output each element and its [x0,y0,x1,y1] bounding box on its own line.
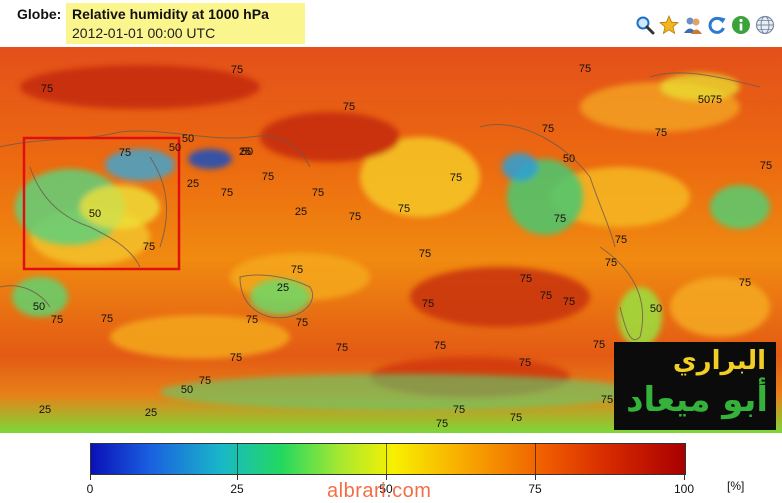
contour-label: 25 [294,206,308,218]
contour-label: 75 [198,375,212,387]
contour-label: 50 [649,303,663,315]
contour-label: 75 [290,264,304,276]
contour-label: 75 [40,83,54,95]
contour-label: 50 [240,146,254,158]
contour-label: 75 [539,290,553,302]
colorbar-gridline [237,443,238,474]
contour-label: 75 [562,296,576,308]
contour-label: 75 [335,342,349,354]
star-icon[interactable] [658,14,680,36]
contour-label: 25 [144,407,158,419]
contour-label: 75 [418,248,432,260]
colorbar-tick-label: 100 [673,482,695,496]
contour-label: 25 [38,404,52,416]
contour-label: 50 [180,384,194,396]
colorbar-tick [535,474,536,480]
contour-label: 75 [118,147,132,159]
contour-label: 75 [348,211,362,223]
contour-label: 75 [614,234,628,246]
colorbar-tick [90,474,91,480]
refresh-icon[interactable] [706,14,728,36]
contour-label: 75 [509,412,523,424]
colorbar-tick [386,474,387,480]
colorbar-gridline [535,443,536,474]
contour-label: 50 [168,142,182,154]
contour-label: 75 [342,101,356,113]
contour-label: 75 [230,64,244,76]
colorbar [90,443,686,475]
contour-label: 75 [578,63,592,75]
contour-label: 25 [186,178,200,190]
contour-label: 75 [709,94,723,106]
map-title: Relative humidity at 1000 hPa [72,6,269,22]
contour-label: 75 [142,241,156,253]
contour-label: 50 [32,301,46,313]
map-timestamp: 2012-01-01 00:00 UTC [72,25,216,41]
contour-label: 75 [261,171,275,183]
contour-label: 75 [245,314,259,326]
contour-label: 75 [433,340,447,352]
contour-label: 75 [397,203,411,215]
highlight-box [22,136,181,271]
colorbar-tick-label: 75 [528,482,542,496]
colorbar-tick [684,474,685,480]
contour-label: 75 [452,404,466,416]
contour-label: 75 [421,298,435,310]
watermark-line2: أبو ميعاد [626,380,768,420]
contour-label: 75 [311,187,325,199]
contour-label: 75 [654,127,668,139]
toolbar [634,14,776,36]
contour-label: 75 [553,213,567,225]
contour-label: 75 [220,187,234,199]
colorbar-tick-label: 25 [230,482,244,496]
users-icon[interactable] [682,14,704,36]
contour-label: 75 [295,317,309,329]
contour-label: 75 [518,357,532,369]
site-watermark: albrari.com [327,480,432,502]
moist-regions [12,73,770,410]
colorbar-tick [237,474,238,480]
contour-label: 75 [519,273,533,285]
contour-label: 75 [592,339,606,351]
contour-label: 75 [50,314,64,326]
search-icon[interactable] [634,14,656,36]
coastlines [0,72,761,340]
contour-label: 25 [276,282,290,294]
watermark-line1: البراري [672,346,766,376]
contour-label: 50 [697,94,711,106]
contour-label: 75 [435,418,449,430]
contour-label: 75 [541,123,555,135]
contour-label: 75 [604,257,618,269]
colorbar-gridline [386,443,387,474]
globe-icon[interactable] [754,14,776,36]
title-box: Relative humidity at 1000 hPa 2012-01-01… [66,3,305,44]
info-icon[interactable] [730,14,752,36]
contour-label: 75 [100,313,114,325]
contour-label: 75 [229,352,243,364]
contour-label: 50 [88,208,102,220]
contour-label: 50 [562,153,576,165]
contour-label: 75 [738,277,752,289]
contour-label: 75 [759,160,773,172]
colorbar-tick-label: 50 [379,482,393,496]
contour-label: 75 [600,394,614,406]
contour-label: 75 [449,172,463,184]
humidity-map[interactable] [0,47,782,433]
colorbar-tick-label: 0 [86,482,94,496]
contour-label: 50 [181,133,195,145]
colorbar-unit: [%] [727,479,745,493]
globe-label: Globe: [17,6,62,22]
arabic-watermark: البراري أبو ميعاد [614,342,776,430]
contour-label: 25 [238,146,252,158]
